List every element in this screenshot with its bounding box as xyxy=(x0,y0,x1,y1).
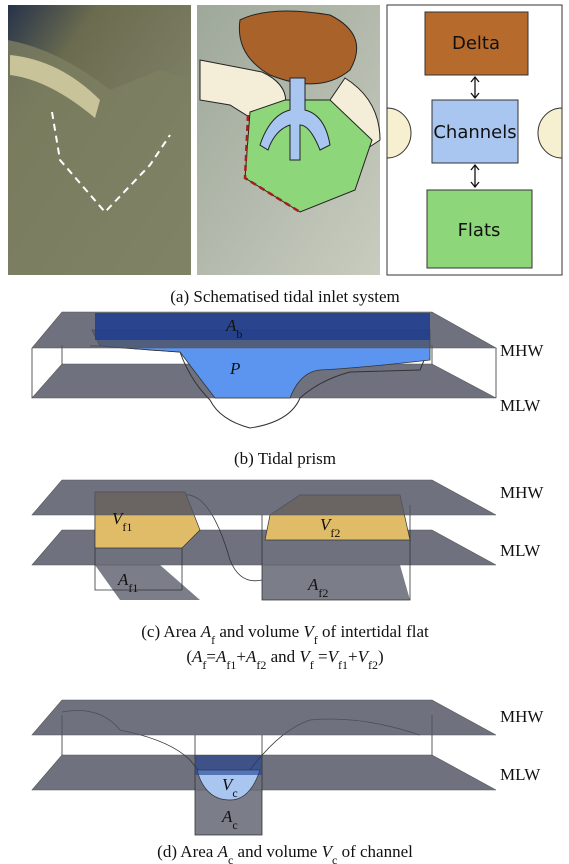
caption-a: (a) Schematised tidal inlet system xyxy=(170,287,399,306)
caption-c: (c) Area Af and volume Vf of intertidal … xyxy=(141,622,429,647)
satellite-image xyxy=(8,5,191,275)
caption-c-line2: (Af=Af1+Af2 and Vf =Vf1+Vf2) xyxy=(186,647,383,672)
text-segment: and volume xyxy=(233,842,321,861)
mlw-label: MLW xyxy=(500,541,541,560)
delta-label: Delta xyxy=(452,33,500,54)
schematic-boxes: Delta Channels Flats xyxy=(387,5,562,275)
text-segment: A xyxy=(117,570,129,589)
text-segment: A xyxy=(191,647,203,666)
mlw-label: MLW xyxy=(500,765,541,784)
text-segment: = xyxy=(206,647,216,666)
text-segment: f1 xyxy=(226,658,236,672)
schematic-image xyxy=(197,5,380,275)
text-segment: and volume xyxy=(215,622,303,641)
mhw-label: MHW xyxy=(500,707,544,726)
text-segment: A xyxy=(217,842,229,861)
text-segment: f1 xyxy=(128,581,138,595)
text-segment: A xyxy=(200,622,212,641)
mhw-label: MHW xyxy=(500,341,544,360)
text-segment: A xyxy=(225,316,237,335)
text-segment: c xyxy=(232,818,237,832)
tidal-prism xyxy=(32,312,496,428)
text-segment: + xyxy=(236,647,246,666)
text-segment: A xyxy=(245,647,257,666)
text-segment: f2 xyxy=(368,658,378,672)
mlw-label: MLW xyxy=(500,396,541,415)
text-segment: f2 xyxy=(330,526,340,540)
figure: Delta Channels Flats (a) Schematised tid… xyxy=(0,0,569,864)
text-segment: A xyxy=(215,647,227,666)
mhw-label: MHW xyxy=(500,483,544,502)
text-segment: A xyxy=(307,575,319,594)
text-segment: = xyxy=(314,647,328,666)
text-segment: of channel xyxy=(337,842,413,861)
text-segment: ) xyxy=(378,647,384,666)
flats-label: Flats xyxy=(458,220,501,241)
text-segment: f2 xyxy=(256,658,266,672)
text-segment: f1 xyxy=(122,520,132,534)
text-segment: A xyxy=(221,807,233,826)
caption-d: (d) Area Ac and volume Vc of channel xyxy=(157,842,413,864)
text-segment: f2 xyxy=(318,586,328,600)
channel xyxy=(32,700,496,835)
prism-label: P xyxy=(229,359,240,378)
caption-b: (b) Tidal prism xyxy=(234,449,336,468)
text-segment: of intertidal flat xyxy=(318,622,429,641)
text-segment: f1 xyxy=(338,658,348,672)
intertidal-flats xyxy=(32,480,496,600)
channels-label: Channels xyxy=(433,122,516,143)
text-segment: (c) Area xyxy=(141,622,200,641)
text-segment: c xyxy=(232,786,237,800)
text-segment: + xyxy=(348,647,358,666)
text-segment: and xyxy=(266,647,299,666)
text-segment: (d) Area xyxy=(157,842,217,861)
text-segment: b xyxy=(236,327,242,341)
